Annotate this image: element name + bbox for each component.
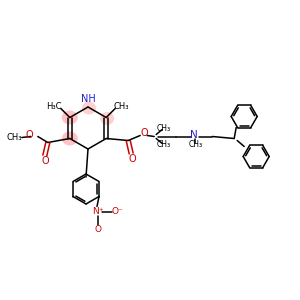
Text: O: O (41, 157, 49, 166)
Text: O: O (128, 154, 136, 164)
Text: CH₃: CH₃ (189, 140, 203, 149)
Text: NH: NH (81, 94, 95, 104)
Ellipse shape (62, 110, 78, 124)
Text: O: O (94, 225, 101, 234)
Ellipse shape (100, 112, 114, 125)
Text: CH₃: CH₃ (157, 140, 171, 149)
Text: O: O (25, 130, 33, 140)
Text: N⁺: N⁺ (92, 207, 104, 216)
Text: CH₃: CH₃ (113, 102, 129, 111)
Text: CH₃: CH₃ (157, 124, 171, 133)
Ellipse shape (82, 101, 96, 115)
Text: O: O (140, 128, 148, 139)
Text: N: N (190, 130, 198, 140)
Text: H₃C: H₃C (46, 102, 62, 111)
Text: O⁻: O⁻ (111, 207, 123, 216)
Ellipse shape (62, 131, 78, 146)
Text: CH₃: CH₃ (6, 133, 22, 142)
